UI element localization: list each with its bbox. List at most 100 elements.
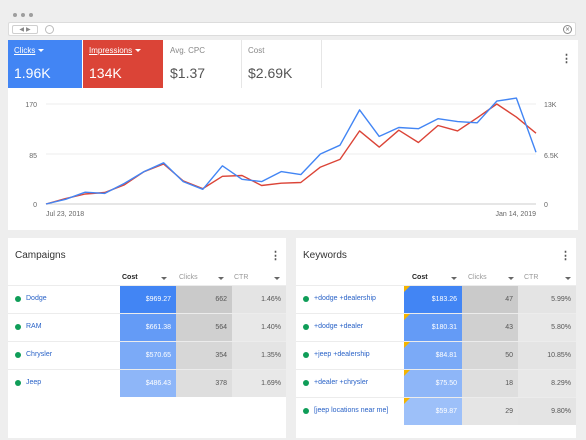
metric-value: 134K: [89, 65, 122, 81]
cell-clicks: 378: [176, 370, 232, 397]
title-bar: [0, 0, 586, 20]
more-vert-icon[interactable]: ⋮: [270, 250, 281, 262]
more-vert-icon[interactable]: ⋮: [560, 250, 571, 262]
row-name-link[interactable]: RAM: [26, 323, 42, 330]
close-icon[interactable]: ×: [563, 25, 572, 34]
url-bar[interactable]: ◀ ▶ ×: [8, 22, 576, 36]
table-header: Cost Clicks CTR: [8, 271, 286, 285]
cell-cost: $969.27: [120, 286, 176, 313]
series-line-clicks: [45, 97, 537, 205]
cell-ctr: 1.46%: [232, 286, 286, 313]
status-dot-icon: [303, 408, 309, 414]
column-header-clicks[interactable]: Clicks: [179, 274, 198, 281]
chevron-down-icon: [135, 49, 142, 52]
metric-label: Clicks: [14, 46, 36, 55]
status-dot-icon: [15, 324, 21, 330]
cell-cost: $183.26: [404, 286, 462, 313]
back-forward-icon[interactable]: ◀ ▶: [12, 25, 38, 34]
warning-flag-icon: [404, 398, 410, 404]
column-header-cost[interactable]: Cost: [122, 274, 138, 281]
more-vert-icon[interactable]: ⋮: [561, 53, 572, 65]
metric-value: $1.37: [170, 65, 206, 81]
metric-impressions[interactable]: Impressions 134K: [83, 40, 163, 88]
sort-caret-icon[interactable]: [565, 277, 571, 280]
metric-value: 1.96K: [14, 65, 51, 81]
row-name-link[interactable]: Chrysler: [26, 351, 53, 358]
table-row[interactable]: Chrysler $570.65 354 1.35%: [8, 341, 286, 369]
cell-cost: $75.50: [404, 370, 462, 397]
sort-caret-icon[interactable]: [451, 277, 457, 280]
cell-clicks: 29: [462, 398, 518, 425]
table-row[interactable]: [jeep locations near me] $59.87 29 9.80%: [296, 397, 576, 425]
x-tick-label: Jul 23, 2018: [46, 211, 84, 218]
cell-cost: $570.65: [120, 342, 176, 369]
y-left-tick-label: 170: [25, 102, 37, 109]
series-line-impressions: [45, 103, 537, 205]
cell-clicks: 47: [462, 286, 518, 313]
y-right-tick-label: 0: [544, 202, 548, 209]
warning-flag-icon: [404, 286, 410, 292]
table-row[interactable]: RAM $661.38 564 1.40%: [8, 313, 286, 341]
cell-clicks: 564: [176, 314, 232, 341]
cell-ctr: 1.35%: [232, 342, 286, 369]
cell-clicks: 662: [176, 286, 232, 313]
cell-cost: $59.87: [404, 398, 462, 425]
row-name-link[interactable]: [jeep locations near me]: [314, 407, 389, 414]
column-header-ctr[interactable]: CTR: [234, 274, 249, 281]
globe-icon: [45, 25, 54, 34]
metric-avg-cpc[interactable]: Avg. CPC $1.37: [164, 40, 242, 88]
performance-card: Clicks 1.96K Impressions 134K Avg. CPC $…: [8, 40, 578, 230]
cell-ctr: 5.99%: [518, 286, 576, 313]
row-name-link[interactable]: +dodge +dealership: [314, 295, 376, 302]
status-dot-icon: [15, 380, 21, 386]
row-name-link[interactable]: +dodge +dealer: [314, 323, 364, 330]
status-dot-icon: [15, 296, 21, 302]
cell-clicks: 50: [462, 342, 518, 369]
metric-label: Cost: [248, 46, 265, 55]
metric-clicks[interactable]: Clicks 1.96K: [8, 40, 82, 88]
cell-cost: $180.31: [404, 314, 462, 341]
y-left-tick-label: 85: [29, 153, 37, 160]
chart-grid: [46, 103, 536, 205]
cell-clicks: 43: [462, 314, 518, 341]
cell-cost: $661.38: [120, 314, 176, 341]
chevron-down-icon: [38, 49, 45, 52]
window-dot-icon[interactable]: [21, 13, 25, 17]
table-row[interactable]: Dodge $969.27 662 1.46%: [8, 285, 286, 313]
table-row[interactable]: +dodge +dealer $180.31 43 5.80%: [296, 313, 576, 341]
sort-caret-icon[interactable]: [218, 277, 224, 280]
table-row[interactable]: +dodge +dealership $183.26 47 5.99%: [296, 285, 576, 313]
cell-ctr: 8.29%: [518, 370, 576, 397]
row-name-link[interactable]: Jeep: [26, 379, 42, 386]
y-left-tick-label: 0: [33, 202, 37, 209]
sort-caret-icon[interactable]: [274, 277, 280, 280]
row-name-link[interactable]: +jeep +dealership: [314, 351, 370, 358]
cell-ctr: 9.80%: [518, 398, 576, 425]
row-name-link[interactable]: Dodge: [26, 295, 47, 302]
warning-flag-icon: [404, 370, 410, 376]
performance-chart: 170 85 0 13K 6.5K 0 Jul 23, 2018 Jan 14,…: [25, 97, 559, 218]
window-dot-icon[interactable]: [29, 13, 33, 17]
metric-cost[interactable]: Cost $2.69K: [242, 40, 322, 88]
table-row[interactable]: +jeep +dealership $84.81 50 10.85%: [296, 341, 576, 369]
table-row[interactable]: Jeep $486.43 378 1.69%: [8, 369, 286, 397]
status-dot-icon: [303, 352, 309, 358]
column-header-cost[interactable]: Cost: [412, 274, 428, 281]
sort-caret-icon[interactable]: [161, 277, 167, 280]
column-header-clicks[interactable]: Clicks: [468, 274, 487, 281]
column-header-ctr[interactable]: CTR: [524, 274, 539, 281]
window-dot-icon[interactable]: [13, 13, 17, 17]
status-dot-icon: [303, 296, 309, 302]
sort-caret-icon[interactable]: [508, 277, 514, 280]
cell-ctr: 5.80%: [518, 314, 576, 341]
cell-clicks: 18: [462, 370, 518, 397]
row-name-link[interactable]: +dealer +chrysler: [314, 379, 369, 386]
cell-cost: $84.81: [404, 342, 462, 369]
cell-ctr: 10.85%: [518, 342, 576, 369]
panel-title: Keywords: [303, 250, 347, 261]
campaigns-panel: Campaigns ⋮ Cost Clicks CTR Dodge $969.27…: [8, 238, 286, 438]
x-tick-label: Jan 14, 2019: [496, 211, 537, 218]
table-row[interactable]: +dealer +chrysler $75.50 18 8.29%: [296, 369, 576, 397]
metric-label: Impressions: [89, 46, 133, 55]
status-dot-icon: [303, 380, 309, 386]
